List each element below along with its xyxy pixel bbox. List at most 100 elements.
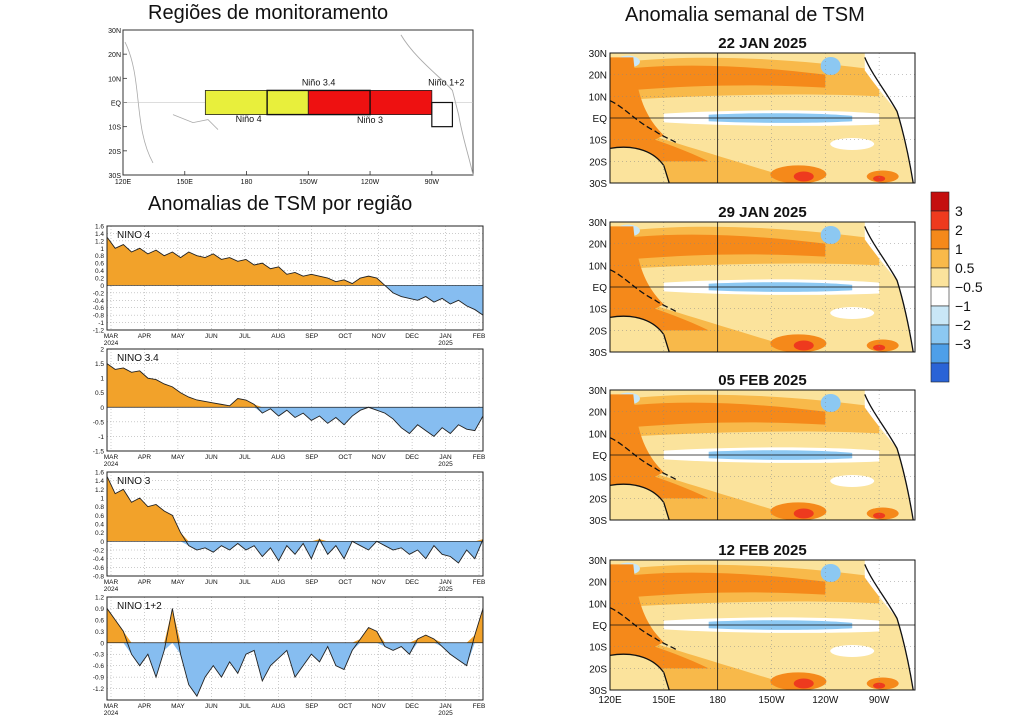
weekly-lat-label: 30S [589,348,607,359]
weekly-lat-label: 20N [589,240,607,251]
weekly-lat-label: 10N [589,429,607,440]
ts-title: NINO 3 [117,476,151,487]
ts-month-label: MAR [104,333,119,340]
ts-year-label: 2024 [104,710,119,717]
colorbar-swatch [930,324,950,345]
weekly-se-white [830,645,875,657]
nino4-timeseries: 1.61.41.210.80.60.40.20-0.2-0.4-0.6-0.8-… [93,224,486,348]
ts-month-label: AUG [271,579,285,586]
regions-title: Regiões de monitoramento [148,2,389,24]
ts-month-label: SEP [305,454,318,461]
colorbar-swatch [930,229,950,250]
weekly-lat-label: 10N [589,599,607,610]
colorbar-label: −3 [955,336,971,352]
ts-month-label: MAY [171,454,185,461]
ts-ytick-label: -0.6 [93,663,105,670]
weekly-lat-label: 30N [589,556,607,567]
ts-title: NINO 1+2 [117,601,162,612]
weekly-lat-label: 20N [589,408,607,419]
region-lon-label: 120W [361,179,380,186]
weekly-lat-label: 10N [589,92,607,103]
ts-month-label: JAN [439,454,452,461]
weekly-se-white [830,138,875,150]
ts-month-label: APR [138,579,152,586]
ts-year-label: 2025 [438,710,453,717]
ts-month-label: FEB [473,703,486,710]
weekly-ne-cool [820,394,841,412]
ts-month-label: NOV [372,333,387,340]
weekly-map-1: 22 JAN 2025 30N 20N 10N EQ 10S 20S 30S [589,35,916,190]
colorbar-label: −2 [955,317,971,333]
ts-ytick-label: 1.4 [95,478,104,485]
ts-month-label: MAR [104,703,119,710]
weekly-map-3: 05 FEB 2025 30N 20N 10N EQ 10S 20S 30S [589,372,916,527]
region-lon-label: 120E [115,179,132,186]
region-coast-americas [400,34,474,176]
ts-ytick-label: 0 [100,539,104,546]
ts-year-label: 2025 [438,340,453,347]
ts-ytick-label: -0.5 [93,419,105,426]
ts-month-label: DEC [405,579,419,586]
colorbar-swatch [930,267,950,288]
ts-ytick-label: 0.2 [95,276,104,283]
weekly-lat-label: EQ [593,621,608,632]
ts-month-label: MAY [171,703,185,710]
region-lat-label: 10N [108,76,121,83]
ts-ytick-label: 1.2 [95,595,104,602]
weekly-west-warm [610,564,664,669]
ts-ytick-label: -0.3 [93,652,105,659]
weekly-lat-label: 20S [589,664,607,675]
ts-month-label: MAY [171,333,185,340]
weekly-coast-islands [609,437,679,482]
colorbar-swatch [930,305,950,326]
weekly-ne-cool [820,57,841,75]
colorbar-label: 1 [955,241,963,257]
ts-ytick-label: 0.4 [95,268,104,275]
colorbar-label: −1 [955,298,971,314]
ts-series-line [106,236,484,316]
weekly-se-hotter [873,512,886,519]
ts-month-label: AUG [271,454,285,461]
ts-ytick-label: -0.2 [93,548,105,555]
weekly-se-hotter [873,175,886,182]
ts-ytick-label: -0.2 [93,290,105,297]
ts-negative-area [107,407,483,437]
ts-ytick-label: 0.2 [95,530,104,537]
ts-year-label: 2024 [104,586,119,593]
ts-negative-area [107,541,483,563]
colorbar-label: 3 [955,203,963,219]
nino4-box [204,90,309,115]
weekly-lat-label: 20N [589,71,607,82]
ts-ytick-label: -0.8 [93,574,105,581]
weekly-coast-americas [864,226,914,353]
ts-month-label: SEP [305,703,318,710]
ts-ytick-label: 0.3 [95,629,104,636]
ts-month-label: JUL [239,579,251,586]
ts-series-line [106,608,484,698]
ts-month-label: JAN [439,579,452,586]
weekly-lat-label: 20S [589,326,607,337]
ts-ytick-label: 1.6 [95,224,104,231]
colorbar-swatch [930,210,950,231]
ts-ytick-label: 0.6 [95,617,104,624]
colorbar-swatch [930,343,950,364]
weekly-frame [609,389,916,521]
ts-ytick-label: -1 [98,434,104,441]
ts-title: NINO 4 [117,230,151,241]
colorbar-label: 2 [955,222,963,238]
ts-ytick-label: 1 [100,496,104,503]
ts-month-label: OCT [338,579,352,586]
ts-frame [106,471,484,577]
region-lon-label: 150E [177,179,194,186]
region-lon-label: 180 [241,179,253,186]
weekly-lat-label: EQ [593,451,608,462]
ts-ytick-label: 0.5 [95,390,104,397]
ts-year-label: 2025 [438,586,453,593]
weekly-lat-label: 30N [589,386,607,397]
weekly-date: 29 JAN 2025 [718,204,806,221]
ts-month-label: OCT [338,703,352,710]
weekly-frame [609,559,916,691]
weekly-lon-label: 90W [869,695,890,706]
weekly-se-white [830,307,875,319]
